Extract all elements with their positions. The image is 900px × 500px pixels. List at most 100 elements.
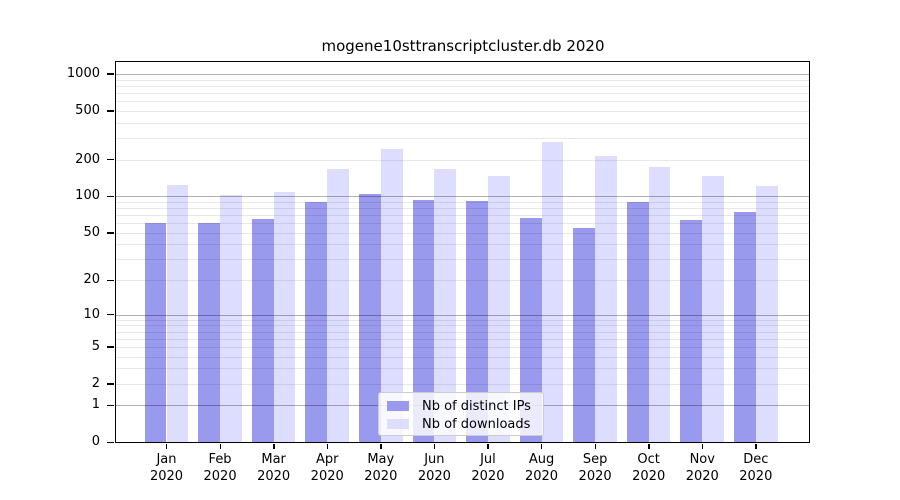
bar-may-downloads [380, 148, 403, 443]
x-tick-label-apr: Apr 2020 [297, 451, 357, 485]
x-tick-label-jun: Jun 2020 [404, 451, 464, 485]
x-tick-label-nov: Nov 2020 [672, 451, 732, 485]
x-tick-year: 2020 [471, 469, 505, 484]
y-tick-label: 5 [91, 338, 100, 354]
y-tick-label: 10 [83, 306, 100, 322]
x-tick-year: 2020 [257, 469, 291, 484]
x-tick-label-aug: Aug 2020 [512, 451, 572, 485]
x-tick-year: 2020 [364, 469, 398, 484]
bar-dec-distinct-ips [734, 212, 756, 443]
x-tick-month: Nov [689, 452, 715, 467]
y-tick-label: 100 [75, 188, 100, 204]
y-tick-label: 0 [91, 434, 100, 450]
x-tick-mark [273, 444, 275, 449]
y-tick-label: 50 [83, 224, 100, 240]
x-tick-label-jul: Jul 2020 [458, 451, 518, 485]
x-tick-label-mar: Mar 2020 [244, 451, 304, 485]
x-tick-month: May [367, 452, 395, 467]
x-tick-year: 2020 [310, 469, 344, 484]
x-tick-year: 2020 [739, 469, 773, 484]
y-tick-mark [107, 159, 114, 161]
bar-aug-downloads [541, 142, 564, 443]
x-tick-label-dec: Dec 2020 [726, 451, 786, 485]
bar-jun-distinct-ips [412, 200, 435, 443]
x-tick-month: Jun [424, 452, 445, 467]
bars-layer [115, 61, 810, 443]
x-tick-label-sep: Sep 2020 [565, 451, 625, 485]
x-tick-month: Jan [156, 452, 177, 467]
legend-label-distinct-ips: Nb of distinct IPs [422, 398, 531, 414]
bar-sep-distinct-ips [573, 228, 596, 443]
legend-row-downloads: Nb of downloads [387, 415, 543, 433]
x-tick-mark [219, 444, 221, 449]
x-tick-mark [380, 444, 382, 449]
bar-jun-downloads [434, 169, 457, 443]
x-tick-year: 2020 [524, 469, 559, 484]
x-tick-mark [433, 444, 436, 449]
bar-jan-downloads [166, 185, 189, 443]
bar-oct-distinct-ips [626, 201, 649, 443]
y-tick-label: 200 [75, 151, 100, 167]
x-tick-label-jan: Jan 2020 [137, 451, 197, 485]
x-tick-year: 2020 [149, 469, 184, 484]
x-tick-mark [755, 444, 757, 449]
y-tick-mark [107, 195, 114, 198]
y-tick-mark [107, 383, 114, 385]
bar-mar-downloads [273, 192, 296, 443]
y-tick-mark [107, 346, 114, 348]
x-tick-mark [701, 444, 704, 449]
x-tick-mark [487, 444, 489, 449]
legend-swatch-distinct-ips [387, 401, 409, 411]
x-tick-mark [594, 444, 596, 449]
legend-label-downloads: Nb of downloads [422, 416, 531, 432]
x-tick-year: 2020 [632, 469, 666, 484]
x-tick-month: Sep [582, 452, 608, 467]
x-tick-label-oct: Oct 2020 [619, 451, 679, 485]
y-tick-mark [107, 110, 114, 112]
y-tick-mark [107, 314, 114, 316]
y-tick-mark [107, 279, 114, 281]
y-tick-label: 20 [83, 272, 100, 288]
bar-jan-distinct-ips [144, 222, 167, 443]
y-tick-label: 1 [91, 397, 100, 413]
legend-row-distinct-ips: Nb of distinct IPs [387, 397, 543, 415]
x-tick-mark [326, 444, 329, 449]
y-tick-mark [107, 404, 114, 407]
legend: Nb of distinct IPs Nb of downloads [378, 392, 544, 436]
x-tick-month: Aug [528, 452, 555, 467]
x-tick-mark [541, 444, 543, 449]
x-tick-month: Mar [261, 452, 286, 467]
bar-aug-distinct-ips [519, 217, 542, 443]
plot-area: Nb of distinct IPs Nb of downloads [115, 61, 810, 443]
bar-feb-distinct-ips [198, 222, 221, 443]
bar-mar-distinct-ips [251, 219, 274, 443]
x-tick-label-may: May 2020 [351, 451, 411, 485]
bar-feb-downloads [220, 194, 242, 443]
y-tick-label: 2 [91, 375, 100, 391]
y-tick-mark [107, 441, 114, 444]
bar-sep-downloads [595, 155, 617, 443]
bar-apr-downloads [327, 169, 350, 443]
chart-title: mogene10sttranscriptcluster.db 2020 [321, 37, 605, 55]
y-tick-mark [107, 73, 114, 75]
y-tick-label: 1000 [66, 65, 100, 81]
bar-nov-distinct-ips [680, 220, 703, 443]
x-tick-month: Jul [480, 452, 496, 467]
x-tick-month: Feb [208, 452, 232, 467]
legend-swatch-downloads [387, 419, 409, 429]
bar-jul-downloads [487, 175, 510, 443]
x-tick-month: Apr [315, 452, 339, 467]
x-tick-year: 2020 [203, 469, 237, 484]
x-tick-year: 2020 [417, 469, 451, 484]
y-tick-label: 500 [75, 102, 100, 118]
bar-jul-distinct-ips [466, 200, 488, 443]
x-tick-month: Dec [743, 452, 769, 467]
bar-oct-downloads [648, 167, 671, 443]
x-tick-year: 2020 [685, 469, 719, 484]
bar-apr-distinct-ips [305, 201, 328, 443]
x-tick-month: Oct [637, 452, 660, 467]
bar-nov-downloads [702, 176, 725, 443]
y-tick-mark [107, 232, 114, 234]
bar-may-distinct-ips [359, 193, 381, 443]
